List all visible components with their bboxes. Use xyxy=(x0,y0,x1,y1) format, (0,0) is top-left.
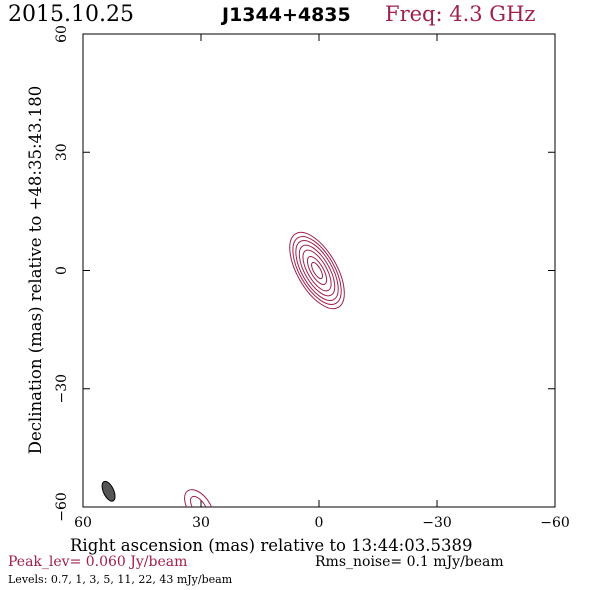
contour-levels: Levels: 0.7, 1, 3, 5, 11, 22, 43 mJy/bea… xyxy=(8,573,233,586)
contour-main xyxy=(289,231,345,310)
rms-noise: Rms_noise= 0.1 mJy/beam xyxy=(315,554,504,570)
beam-shape xyxy=(101,480,116,502)
contour-main xyxy=(298,244,336,297)
contour-main xyxy=(302,249,332,292)
y-tick-label: −60 xyxy=(54,492,70,522)
y-tick-label: 30 xyxy=(54,143,70,161)
x-tick-labels: 60 30 0 −30 −60 xyxy=(74,515,570,531)
y-tick-label: 60 xyxy=(54,25,70,43)
contour-main xyxy=(311,261,324,280)
y-tick-labels: 60 30 0 −30 −60 xyxy=(54,25,70,522)
contour-main xyxy=(292,236,342,305)
x-tick-label: 60 xyxy=(74,515,92,531)
x-tick-label: 30 xyxy=(192,515,210,531)
y-tick-label: −30 xyxy=(54,374,70,404)
contour-edge xyxy=(190,495,209,507)
observation-date: 2015.10.25 xyxy=(8,2,134,27)
contour-main xyxy=(295,240,339,301)
frequency-label: Freq: 4.3 GHz xyxy=(385,2,536,26)
axis-ticks xyxy=(82,33,556,508)
x-axis-label: Right ascension (mas) relative to 13:44:… xyxy=(70,536,472,555)
y-axis-label: Declination (mas) relative to +48:35:43.… xyxy=(26,86,45,455)
y-tick-label: 0 xyxy=(54,266,70,275)
source-name: J1344+4835 xyxy=(222,4,351,26)
contour-edge xyxy=(184,489,214,507)
peak-level: Peak_lev= 0.060 Jy/beam xyxy=(8,554,188,570)
contour-lines xyxy=(184,231,345,507)
x-tick-label: 0 xyxy=(315,515,324,531)
beam-ellipse xyxy=(101,480,116,502)
contour-main xyxy=(306,255,328,286)
x-tick-label: −30 xyxy=(422,515,452,531)
plot-frame xyxy=(82,33,556,508)
x-tick-label: −60 xyxy=(540,515,570,531)
